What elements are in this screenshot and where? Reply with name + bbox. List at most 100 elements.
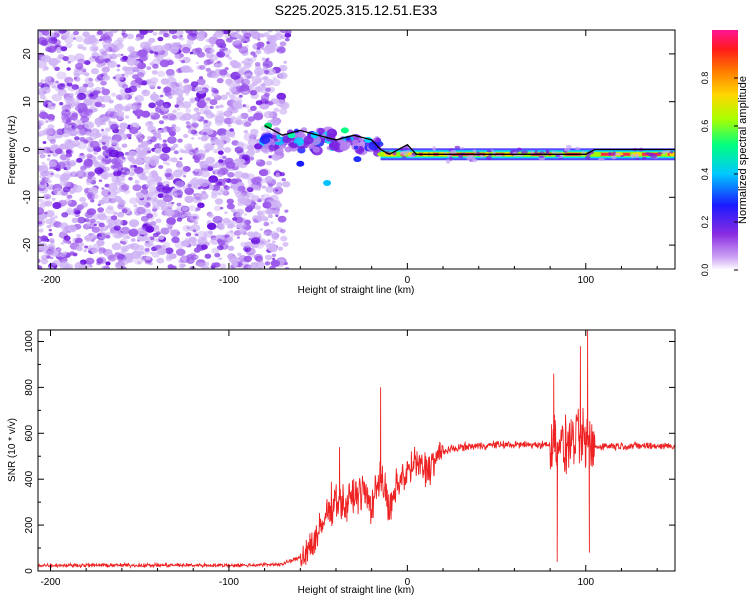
noise-speckle <box>96 239 105 246</box>
noise-speckle <box>163 86 172 93</box>
noise-speckle <box>191 120 196 124</box>
noise-speckle <box>165 256 173 262</box>
noise-speckle <box>226 203 235 210</box>
noise-speckle <box>262 201 272 209</box>
noise-speckle <box>132 184 142 192</box>
noise-speckle <box>214 115 225 124</box>
noise-speckle <box>150 112 155 116</box>
noise-speckle <box>227 124 232 128</box>
noise-speckle <box>270 259 281 267</box>
noise-speckle <box>168 228 173 232</box>
noise-speckle <box>236 223 243 229</box>
noise-speckle <box>162 143 168 148</box>
noise-speckle <box>71 217 79 223</box>
noise-speckle <box>149 242 154 246</box>
noise-speckle <box>128 228 139 237</box>
band-fringe <box>634 153 639 158</box>
noise-speckle <box>241 172 249 178</box>
noise-speckle <box>251 176 262 185</box>
noise-speckle <box>146 213 154 219</box>
noise-speckle <box>191 242 198 247</box>
noise-speckle <box>192 229 197 233</box>
frequency-track <box>264 125 675 156</box>
noise-speckle <box>101 88 111 96</box>
heatmap-layer <box>38 30 675 269</box>
noise-speckle <box>242 198 252 206</box>
noise-speckle <box>250 128 259 136</box>
noise-speckle <box>151 70 158 75</box>
noise-speckle <box>197 51 205 58</box>
noise-speckle <box>97 233 102 237</box>
noise-speckle <box>107 249 113 254</box>
noise-speckle <box>148 121 153 124</box>
noise-speckle <box>241 30 247 34</box>
noise-speckle <box>41 161 45 165</box>
noise-speckle <box>77 102 88 111</box>
noise-speckle <box>50 172 54 176</box>
noise-speckle <box>266 208 275 215</box>
noise-speckle <box>65 42 73 49</box>
noise-speckle <box>195 47 203 53</box>
noise-speckle <box>61 212 69 218</box>
noise-speckle <box>121 266 127 269</box>
noise-speckle <box>247 265 252 269</box>
noise-speckle <box>86 153 93 159</box>
noise-speckle <box>124 106 131 112</box>
noise-speckle <box>219 263 227 269</box>
noise-speckle <box>112 230 123 239</box>
noise-speckle <box>113 167 119 172</box>
noise-speckle <box>69 189 75 194</box>
noise-speckle <box>153 132 162 139</box>
noise-speckle <box>192 215 198 220</box>
noise-speckle <box>160 127 168 133</box>
noise-speckle <box>243 255 252 263</box>
noise-speckle <box>111 242 122 251</box>
noise-speckle <box>90 238 95 242</box>
noise-speckle <box>158 165 164 169</box>
noise-speckle <box>240 143 249 150</box>
noise-speckle <box>166 113 177 121</box>
noise-speckle <box>220 189 224 192</box>
snr-x-axis-label: Height of straight line (km) <box>298 585 415 596</box>
noise-speckle <box>276 182 283 187</box>
noise-speckle <box>160 111 165 116</box>
noise-speckle <box>249 83 255 88</box>
noise-speckle <box>73 77 78 80</box>
noise-speckle <box>190 81 199 87</box>
noise-speckle <box>120 177 126 182</box>
noise-speckle <box>96 130 100 133</box>
noise-speckle <box>54 30 60 33</box>
noise-speckle <box>121 208 128 213</box>
noise-speckle <box>42 167 46 171</box>
transition-blob <box>303 135 314 145</box>
noise-speckle <box>208 230 213 235</box>
noise-speckle <box>48 58 59 67</box>
noise-speckle <box>197 33 202 37</box>
noise-speckle <box>189 51 194 55</box>
noise-speckle <box>107 205 114 211</box>
noise-speckle <box>166 217 177 225</box>
noise-speckle <box>136 206 147 215</box>
noise-speckle <box>174 104 179 108</box>
noise-speckle <box>84 60 91 65</box>
noise-speckle <box>44 200 53 207</box>
noise-speckle <box>126 58 137 66</box>
noise-speckle <box>188 237 197 243</box>
noise-speckle <box>211 247 220 254</box>
noise-speckle <box>41 150 45 154</box>
noise-speckle <box>157 193 164 198</box>
noise-speckle <box>251 81 258 87</box>
noise-speckle <box>111 176 122 184</box>
noise-speckle <box>263 47 273 55</box>
noise-speckle <box>47 154 51 157</box>
noise-speckle <box>232 101 243 110</box>
noise-speckle <box>247 138 258 147</box>
band-fringe <box>408 154 415 158</box>
noise-speckle <box>237 115 243 120</box>
band-fringe <box>620 155 624 157</box>
transition-blob <box>358 137 363 142</box>
noise-speckle <box>59 143 68 150</box>
band-fringe <box>454 145 460 149</box>
noise-speckle <box>87 192 94 197</box>
noise-speckle <box>240 84 250 92</box>
